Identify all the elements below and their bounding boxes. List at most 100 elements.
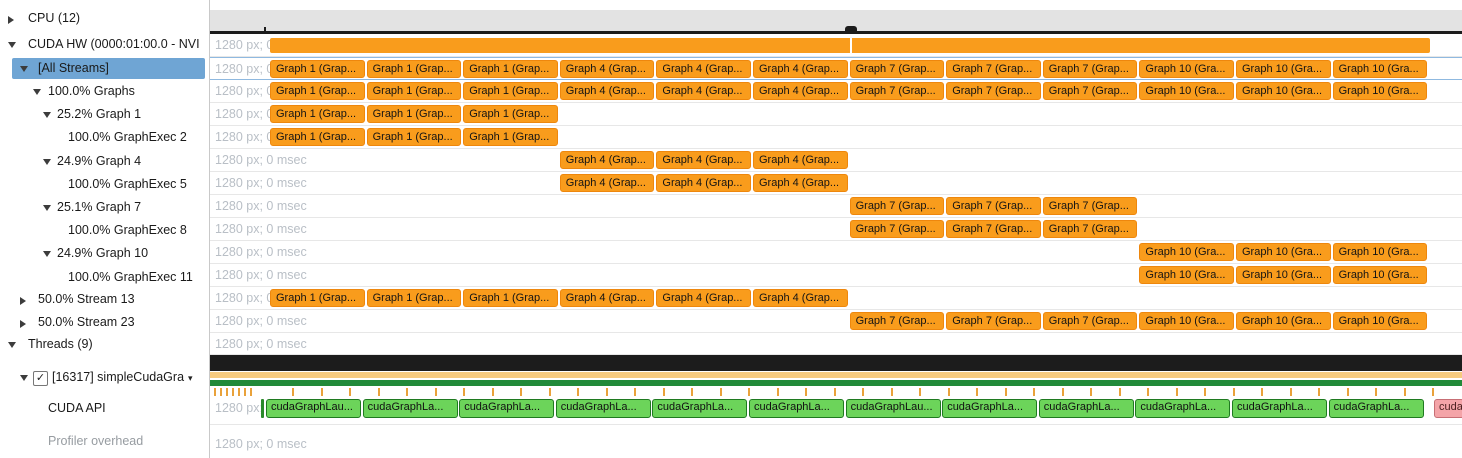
api-call-bar[interactable]: cudaGraphLa... (362, 399, 458, 418)
expand-arrow-icon[interactable] (20, 297, 26, 305)
dropdown-arrow-icon[interactable]: ▾ (188, 373, 193, 383)
kernel-bar[interactable]: Graph 4 (Grap... (656, 82, 751, 100)
api-call-bar[interactable]: cudaGraphLa... (1038, 399, 1134, 418)
kernel-bar[interactable]: Graph 7 (Grap... (849, 82, 945, 100)
sidebar-item-cpu-12[interactable]: CPU (12) (0, 8, 209, 30)
sidebar-item-24-9-graph-4[interactable]: 24.9% Graph 4 (0, 151, 209, 173)
sidebar-item-cuda-hw-0000-01-00-0-nvi[interactable]: CUDA HW (0000:01:00.0 - NVI (0, 34, 209, 56)
collapse-arrow-icon[interactable] (43, 112, 51, 118)
kernel-bar[interactable]: Graph 4 (Grap... (656, 60, 751, 78)
sidebar-item-50-0-stream-13[interactable]: 50.0% Stream 13 (0, 289, 209, 311)
kernel-bar[interactable]: Graph 4 (Grap... (559, 82, 655, 100)
ruler-cursor-marker[interactable] (845, 26, 857, 31)
kernel-bar[interactable]: Graph 7 (Grap... (946, 60, 1041, 78)
api-call-bar[interactable]: cudaGraphLa... (1232, 399, 1327, 418)
api-call-bar[interactable]: cudaGraphLa... (1135, 399, 1231, 418)
kernel-bar[interactable]: Graph 10 (Gra... (1332, 60, 1428, 78)
kernel-bar[interactable]: Graph 10 (Gra... (1139, 243, 1234, 261)
sidebar-item-25-2-graph-1[interactable]: 25.2% Graph 1 (0, 104, 209, 126)
kernel-bar[interactable]: Graph 7 (Grap... (849, 220, 945, 238)
kernel-bar[interactable]: Graph 4 (Grap... (753, 60, 848, 78)
api-call-bar[interactable]: cudaGraphLa... (652, 399, 748, 418)
api-call-bar[interactable]: cudaGraphLau... (845, 399, 941, 418)
kernel-bar[interactable]: Graph 1 (Grap... (366, 60, 462, 78)
kernel-bar[interactable]: Graph 10 (Gra... (1139, 82, 1234, 100)
row-stream-13[interactable]: 1280 px; 0 msec Graph 1 (Grap... Graph 1 (… (210, 287, 1462, 310)
sidebar-item-threads-9[interactable]: Threads (9) (0, 334, 209, 356)
kernel-bar[interactable]: Graph 1 (Grap... (463, 105, 558, 123)
sidebar-item-100-0-graphs[interactable]: 100.0% Graphs (0, 81, 209, 103)
kernel-bar[interactable]: Graph 1 (Grap... (270, 128, 365, 146)
api-call-bar[interactable]: cudaGraphLa... (459, 399, 555, 418)
row-threads[interactable]: 1280 px; 0 msec (210, 333, 1462, 355)
row-all-streams[interactable]: 1280 px; 0 msec Graph 1 (Grap... Graph 1 (… (210, 57, 1462, 80)
kernel-bar[interactable]: Graph 7 (Grap... (1042, 220, 1138, 238)
kernel-bar[interactable]: Graph 4 (Grap... (753, 289, 848, 307)
expand-arrow-icon[interactable] (8, 16, 14, 24)
sidebar-item-25-1-graph-7[interactable]: 25.1% Graph 7 (0, 197, 209, 219)
row-graph-4[interactable]: 1280 px; 0 msec Graph 4 (Grap... Graph 4 (… (210, 149, 1462, 172)
kernel-bar[interactable]: Graph 1 (Grap... (270, 60, 365, 78)
collapse-arrow-icon[interactable] (8, 342, 16, 348)
kernel-bar[interactable]: Graph 10 (Gra... (1236, 82, 1331, 100)
timeline-canvas[interactable]: 1280 px; 0 msec 1280 px; 0 msec Graph 1 (G… (210, 0, 1462, 458)
kernel-bar[interactable]: Graph 1 (Grap... (366, 128, 462, 146)
row-graphexec-5[interactable]: 1280 px; 0 msec Graph 4 (Grap... Graph 4 (… (210, 172, 1462, 195)
row-cuda-hw-summary[interactable]: 1280 px; 0 msec (210, 34, 1462, 57)
api-call-bar[interactable]: cudaGraphLa... (942, 399, 1038, 418)
kernel-bar[interactable]: Graph 7 (Grap... (946, 312, 1041, 330)
thread-checkbox[interactable]: ✓ (33, 371, 48, 386)
row-graph-1[interactable]: 1280 px; 0 msec Graph 1 (Grap... Graph 1 (… (210, 103, 1462, 126)
kernel-bar[interactable]: Graph 1 (Grap... (270, 82, 365, 100)
api-call-bar[interactable]: cudaGraphLa... (749, 399, 844, 418)
sidebar-item-100-0-graphexec-5[interactable]: 100.0% GraphExec 5 (0, 174, 209, 196)
api-call-bar-sync[interactable]: cuda... (1434, 399, 1462, 418)
api-call-bar[interactable]: cudaGraphLau... (266, 399, 361, 418)
kernel-bar[interactable]: Graph 1 (Grap... (366, 105, 462, 123)
collapse-arrow-icon[interactable] (33, 89, 41, 95)
kernel-bar[interactable]: Graph 10 (Gra... (1236, 243, 1331, 261)
kernel-bar[interactable]: Graph 1 (Grap... (366, 82, 462, 100)
kernel-bar[interactable]: Graph 4 (Grap... (753, 82, 848, 100)
kernel-bar[interactable]: Graph 10 (Gra... (1139, 312, 1234, 330)
kernel-bar[interactable]: Graph 7 (Grap... (849, 197, 945, 215)
expand-arrow-icon[interactable] (20, 320, 26, 328)
time-ruler[interactable] (210, 10, 1462, 31)
sidebar-item-profiler-overhead[interactable]: Profiler overhead (0, 431, 209, 453)
sidebar-item-100-0-graphexec-8[interactable]: 100.0% GraphExec 8 (0, 220, 209, 242)
kernel-bar[interactable]: Graph 10 (Gra... (1139, 266, 1234, 284)
kernel-bar[interactable]: Graph 7 (Grap... (1042, 197, 1138, 215)
kernel-bar[interactable]: Graph 10 (Gra... (1332, 243, 1428, 261)
kernel-bar[interactable]: Graph 10 (Gra... (1332, 312, 1428, 330)
kernel-bar[interactable]: Graph 7 (Grap... (849, 312, 945, 330)
kernel-bar[interactable]: Graph 10 (Gra... (1236, 312, 1331, 330)
collapse-arrow-icon[interactable] (20, 66, 28, 72)
row-profiler-overhead[interactable]: 1280 px; 0 msec (210, 425, 1462, 458)
kernel-bar[interactable]: Graph 10 (Gra... (1236, 266, 1331, 284)
kernel-bar[interactable]: Graph 1 (Grap... (463, 289, 558, 307)
sidebar-item-all-streams[interactable]: [All Streams] (0, 58, 209, 80)
collapse-arrow-icon[interactable] (43, 159, 51, 165)
row-stream-23[interactable]: 1280 px; 0 msec Graph 7 (Grap... Graph 7 (… (210, 310, 1462, 333)
row-graphexec-11[interactable]: 1280 px; 0 msec Graph 10 (Gra... Graph 10 … (210, 264, 1462, 287)
kernel-bar[interactable]: Graph 4 (Grap... (559, 289, 655, 307)
sidebar-item-100-0-graphexec-2[interactable]: 100.0% GraphExec 2 (0, 127, 209, 149)
api-call-bar[interactable]: cudaGraphLa... (555, 399, 651, 418)
kernel-bar[interactable]: Graph 4 (Grap... (656, 174, 751, 192)
kernel-bar[interactable]: Graph 7 (Grap... (1042, 312, 1138, 330)
sidebar-item-16317-simplecudagra[interactable]: ✓ [16317] simpleCudaGra ▾ (0, 367, 209, 389)
kernel-bar[interactable]: Graph 7 (Grap... (1042, 60, 1138, 78)
kernel-bar[interactable]: Graph 10 (Gra... (1236, 60, 1331, 78)
kernel-bar[interactable]: Graph 7 (Grap... (946, 220, 1041, 238)
kernel-bar[interactable]: Graph 10 (Gra... (1332, 82, 1428, 100)
kernel-bar[interactable]: Graph 7 (Grap... (849, 60, 945, 78)
row-graphexec-2[interactable]: 1280 px; 0 msec Graph 1 (Grap... Graph 1 (… (210, 126, 1462, 149)
kernel-bar[interactable]: Graph 1 (Grap... (270, 105, 365, 123)
kernel-bar[interactable]: Graph 7 (Grap... (946, 82, 1041, 100)
kernel-bar[interactable]: Graph 1 (Grap... (463, 60, 558, 78)
kernel-bar[interactable]: Graph 4 (Grap... (753, 174, 848, 192)
kernel-bar[interactable]: Graph 4 (Grap... (656, 151, 751, 169)
sidebar-item-50-0-stream-23[interactable]: 50.0% Stream 23 (0, 312, 209, 334)
kernel-bar[interactable]: Graph 1 (Grap... (463, 128, 558, 146)
sidebar-item-100-0-graphexec-11[interactable]: 100.0% GraphExec 11 (0, 267, 209, 289)
